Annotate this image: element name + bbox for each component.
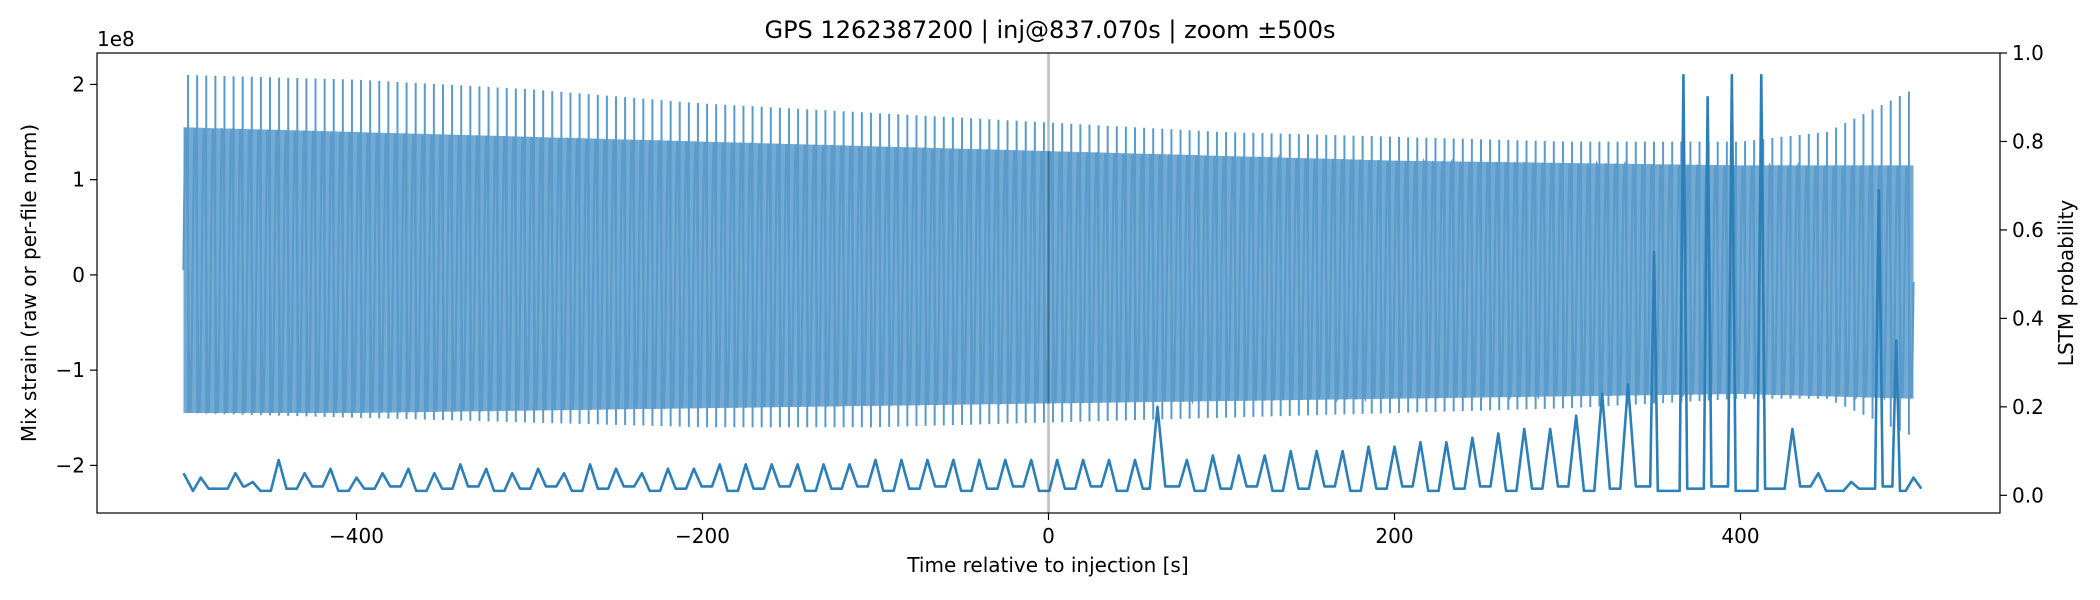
x-axis-ticks: −400 −200 0 200 400 (329, 513, 1760, 548)
y-right-tick-label: 0.0 (2012, 483, 2044, 507)
y-axis-left-ticks: −2 −1 0 1 2 (56, 72, 97, 477)
y-right-tick-label: 0.2 (2012, 395, 2044, 419)
y-right-tick-label: 0.6 (2012, 218, 2044, 242)
x-tick-label: −200 (675, 524, 730, 548)
y-tick-label: 2 (72, 72, 85, 96)
y-right-tick-label: 1.0 (2012, 41, 2044, 65)
y-tick-label: −1 (56, 358, 85, 382)
x-tick-label: 400 (1721, 524, 1759, 548)
y-right-tick-label: 0.8 (2012, 129, 2044, 153)
y-axis-right-ticks: 0.0 0.2 0.4 0.6 0.8 1.0 (2000, 41, 2044, 507)
y-tick-label: −2 (56, 453, 85, 477)
series-lstm-probability (182, 73, 1923, 493)
x-tick-label: 200 (1375, 524, 1413, 548)
chart-title: GPS 1262387200 | inj@837.070s | zoom ±50… (764, 16, 1335, 44)
x-tick-label: −400 (329, 524, 384, 548)
y-axis-left-label: Mix strain (raw or per-file norm) (17, 124, 41, 442)
y-right-tick-label: 0.4 (2012, 306, 2044, 330)
y-offset-label: 1e8 (97, 27, 135, 51)
lstm-probability-line (182, 73, 1923, 493)
y-tick-label: 1 (72, 168, 85, 192)
plot-content (182, 53, 1923, 513)
y-axis-right-label: LSTM probability (2054, 200, 2078, 367)
y-tick-label: 0 (72, 263, 85, 287)
x-axis-label: Time relative to injection [s] (906, 553, 1188, 577)
x-tick-label: 0 (1042, 524, 1055, 548)
